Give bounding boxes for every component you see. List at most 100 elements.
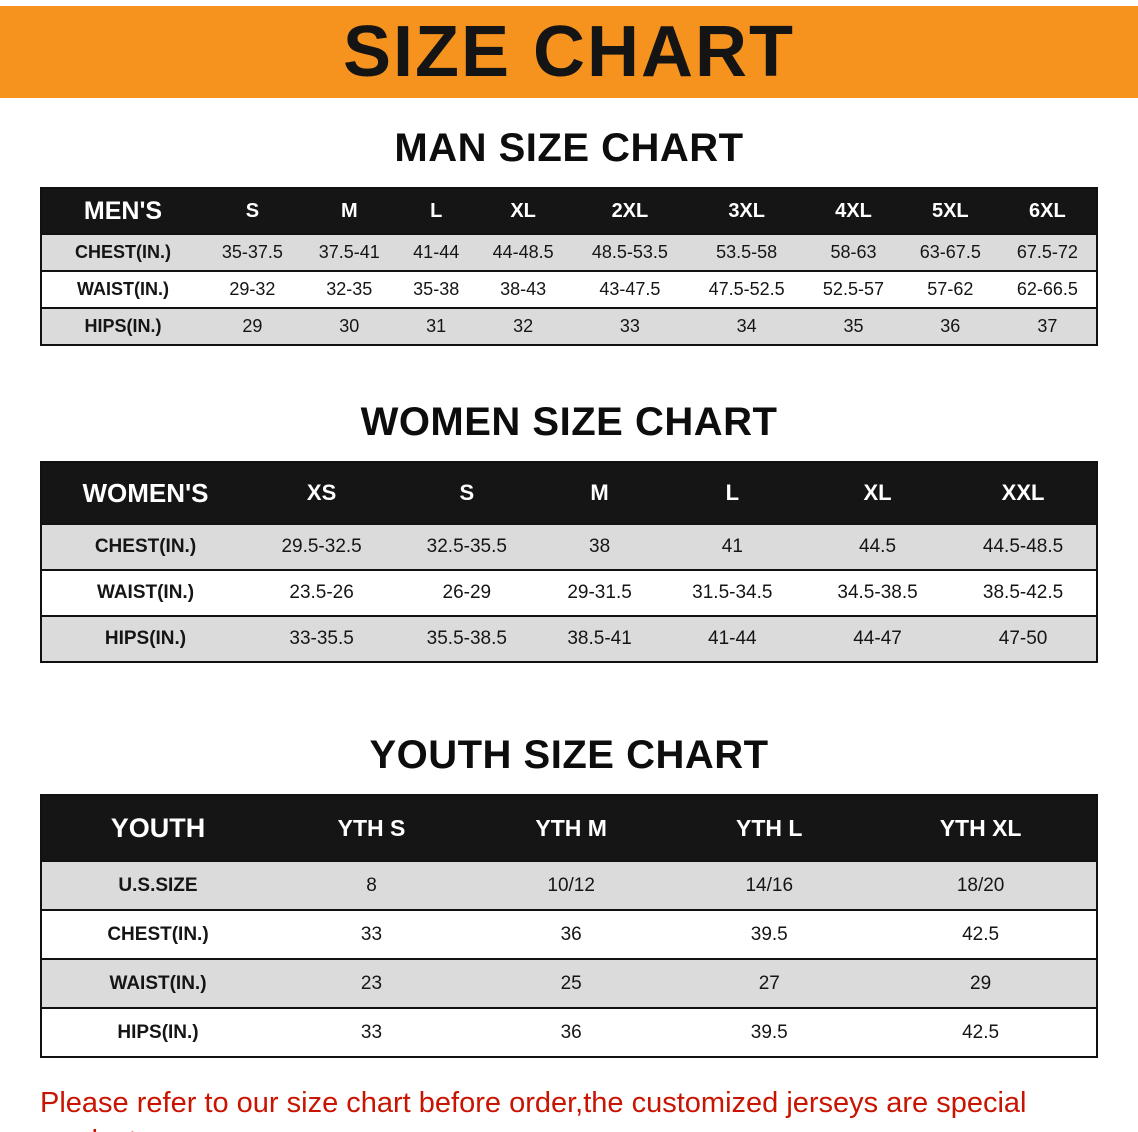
- table-row: HIPS(IN.) 33 36 39.5 42.5: [41, 1008, 1097, 1057]
- table-row: CHEST(IN.) 33 36 39.5 42.5: [41, 910, 1097, 959]
- disclaimer: Please refer to our size chart before or…: [40, 1084, 1138, 1132]
- row-label: HIPS(IN.): [41, 1008, 274, 1057]
- youth-size-table: YOUTH YTH S YTH M YTH L YTH XL U.S.SIZE 8 10/12…: [40, 794, 1098, 1058]
- men-size-column-header: M: [300, 188, 398, 234]
- size-chart-sections: MAN SIZE CHART MEN'S S M L XL 2XL 3XL 4XL 5XL 6XL C…: [0, 126, 1138, 1058]
- data-cell: 30: [300, 308, 398, 345]
- data-cell: 10/12: [468, 861, 674, 910]
- data-cell: 26-29: [394, 570, 540, 616]
- men-size-column-header: 4XL: [805, 188, 902, 234]
- row-label: CHEST(IN.): [41, 910, 274, 959]
- data-cell: 38.5-41: [539, 616, 660, 662]
- men-size-column-header: L: [397, 188, 475, 234]
- data-cell: 25: [468, 959, 674, 1008]
- data-cell: 44-48.5: [474, 234, 572, 271]
- data-cell: 31.5-34.5: [659, 570, 805, 616]
- data-cell: 33-35.5: [249, 616, 395, 662]
- data-cell: 32-35: [300, 271, 398, 308]
- men-size-column-header: 3XL: [688, 188, 806, 234]
- men-size-column-header: 6XL: [998, 188, 1097, 234]
- data-cell: 34: [688, 308, 806, 345]
- row-label: CHEST(IN.): [41, 524, 249, 570]
- table-row: CHEST(IN.) 29.5-32.5 32.5-35.5 38 41 44.5 44.5…: [41, 524, 1097, 570]
- data-cell: 44.5-48.5: [950, 524, 1097, 570]
- data-cell: 33: [274, 910, 469, 959]
- banner-title: SIZE CHART: [343, 12, 795, 92]
- data-cell: 44-47: [804, 616, 951, 662]
- data-cell: 57-62: [901, 271, 999, 308]
- data-cell: 35: [805, 308, 902, 345]
- row-label: CHEST(IN.): [41, 234, 204, 271]
- data-cell: 36: [901, 308, 999, 345]
- data-cell: 23: [274, 959, 469, 1008]
- women-size-column-header: XL: [804, 462, 951, 524]
- data-cell: 18/20: [865, 861, 1097, 910]
- data-cell: 38: [539, 524, 660, 570]
- data-cell: 41-44: [659, 616, 805, 662]
- men-size-column-header: XL: [474, 188, 572, 234]
- table-row: HIPS(IN.) 29 30 31 32 33 34 35 36 37: [41, 308, 1097, 345]
- women-size-column-header: XXL: [950, 462, 1097, 524]
- youth-size-section: YOUTH SIZE CHART YOUTH YTH S YTH M YTH L YTH …: [0, 733, 1138, 1058]
- data-cell: 58-63: [805, 234, 902, 271]
- youth-size-column-header: YTH S: [274, 795, 469, 861]
- data-cell: 52.5-57: [805, 271, 902, 308]
- table-row: HIPS(IN.) 33-35.5 35.5-38.5 38.5-41 41-44 44-…: [41, 616, 1097, 662]
- data-cell: 33: [571, 308, 689, 345]
- men-size-section: MAN SIZE CHART MEN'S S M L XL 2XL 3XL 4XL 5XL 6XL C…: [0, 126, 1138, 346]
- data-cell: 31: [397, 308, 475, 345]
- youth-size-column-header: YTH XL: [865, 795, 1097, 861]
- data-cell: 63-67.5: [901, 234, 999, 271]
- table-header-row: WOMEN'S XS S M L XL XXL: [41, 462, 1097, 524]
- data-cell: 32: [474, 308, 572, 345]
- data-cell: 36: [468, 910, 674, 959]
- data-cell: 38.5-42.5: [950, 570, 1097, 616]
- table-row: WAIST(IN.) 29-32 32-35 35-38 38-43 43-47.5 47.…: [41, 271, 1097, 308]
- data-cell: 37: [998, 308, 1097, 345]
- data-cell: 38-43: [474, 271, 572, 308]
- table-row: WAIST(IN.) 23.5-26 26-29 29-31.5 31.5-34.5 34…: [41, 570, 1097, 616]
- data-cell: 14/16: [673, 861, 866, 910]
- data-cell: 44.5: [804, 524, 951, 570]
- data-cell: 29: [865, 959, 1097, 1008]
- data-cell: 43-47.5: [571, 271, 689, 308]
- row-label: U.S.SIZE: [41, 861, 274, 910]
- data-cell: 36: [468, 1008, 674, 1057]
- youth-size-column-header: YTH L: [673, 795, 866, 861]
- data-cell: 35-38: [397, 271, 475, 308]
- data-cell: 41-44: [397, 234, 475, 271]
- women-size-column-header: L: [659, 462, 805, 524]
- data-cell: 42.5: [865, 910, 1097, 959]
- data-cell: 47-50: [950, 616, 1097, 662]
- data-cell: 47.5-52.5: [688, 271, 806, 308]
- data-cell: 33: [274, 1008, 469, 1057]
- data-cell: 23.5-26: [249, 570, 395, 616]
- size-chart-banner: SIZE CHART: [0, 6, 1138, 98]
- disclaimer-line-1: Please refer to our size chart before or…: [40, 1087, 1027, 1132]
- youth-size-column-header: YTH M: [468, 795, 674, 861]
- women-size-section: WOMEN SIZE CHART WOMEN'S XS S M L XL XXL CHEST(I…: [0, 400, 1138, 663]
- men-header-label: MEN'S: [41, 188, 204, 234]
- data-cell: 67.5-72: [998, 234, 1097, 271]
- men-size-column-header: 2XL: [571, 188, 689, 234]
- table-row: WAIST(IN.) 23 25 27 29: [41, 959, 1097, 1008]
- youth-section-heading: YOUTH SIZE CHART: [369, 733, 769, 777]
- data-cell: 29-32: [204, 271, 301, 308]
- data-cell: 41: [659, 524, 805, 570]
- data-cell: 29.5-32.5: [249, 524, 395, 570]
- women-header-label: WOMEN'S: [41, 462, 249, 524]
- table-row: CHEST(IN.) 35-37.5 37.5-41 41-44 44-48.5 48.5…: [41, 234, 1097, 271]
- data-cell: 29-31.5: [539, 570, 660, 616]
- men-size-table: MEN'S S M L XL 2XL 3XL 4XL 5XL 6XL CHEST(IN.) 35-37…: [40, 187, 1098, 346]
- men-section-heading: MAN SIZE CHART: [394, 126, 744, 170]
- data-cell: 34.5-38.5: [804, 570, 951, 616]
- table-header-row: YOUTH YTH S YTH M YTH L YTH XL: [41, 795, 1097, 861]
- women-section-heading: WOMEN SIZE CHART: [360, 400, 778, 444]
- table-row: U.S.SIZE 8 10/12 14/16 18/20: [41, 861, 1097, 910]
- data-cell: 37.5-41: [300, 234, 398, 271]
- data-cell: 35-37.5: [204, 234, 301, 271]
- data-cell: 39.5: [673, 910, 866, 959]
- data-cell: 62-66.5: [998, 271, 1097, 308]
- data-cell: 29: [204, 308, 301, 345]
